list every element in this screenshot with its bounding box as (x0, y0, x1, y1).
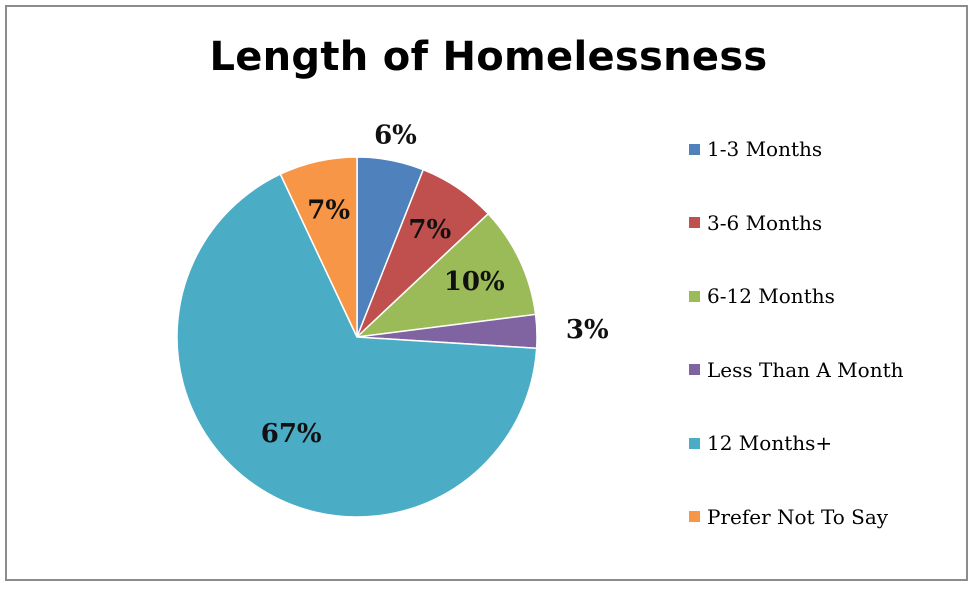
legend-item-1-3-months: 1-3 Months (689, 134, 822, 164)
legend-label: Less Than A Month (707, 357, 904, 382)
legend-item-less-than-a-month: Less Than A Month (689, 355, 904, 385)
legend-item-prefer-not-to-say: Prefer Not To Say (689, 502, 888, 532)
legend-swatch (689, 364, 700, 375)
legend-swatch (689, 511, 700, 522)
data-label-12-months-: 67% (261, 419, 322, 449)
data-label-less-than-a-month: 3% (566, 315, 609, 345)
legend-swatch (689, 290, 700, 302)
legend-label: 1-3 Months (707, 137, 823, 161)
chart-title: Length of Homelessness (209, 34, 768, 80)
pie-slice-prefer-not-to-say (279, 156, 358, 338)
legend-label: 3-6 Months (707, 210, 823, 235)
data-label-3-6-months: 7% (408, 215, 451, 245)
legend-label: Prefer Not To Say (707, 504, 889, 529)
pie-slices (176, 156, 538, 518)
data-label-1-3-months: 6% (374, 120, 417, 150)
pie-slice-12-months- (176, 173, 538, 518)
legend-swatch (689, 143, 700, 155)
legend-item-12-months-: 12 Months+ (689, 428, 832, 458)
pie-data-labels: 6% 7% 10% 3% 67% 7% (261, 120, 609, 448)
legend-label: 6-12 Months (707, 284, 835, 308)
legend-swatch (689, 217, 700, 228)
legend-item-6-12-months: 6-12 Months (689, 281, 835, 311)
legend-swatch (689, 437, 700, 449)
legend-label: 12 Months+ (707, 431, 833, 455)
pie-slice-6-12-months (354, 212, 537, 339)
legend-item-3-6-months: 3-6 Months (689, 208, 822, 238)
data-label-6-12-months: 10% (444, 267, 505, 297)
data-label-prefer-not-to-say: 7% (307, 196, 350, 226)
